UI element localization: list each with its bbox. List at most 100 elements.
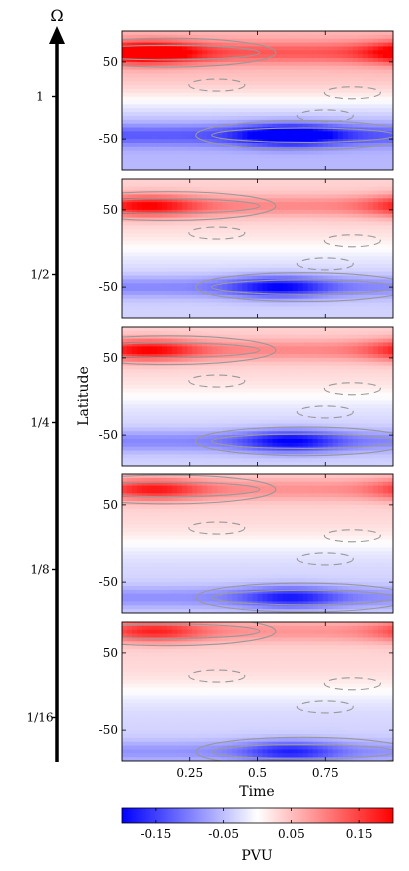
heatmap-cell	[192, 369, 198, 374]
heatmap-cell	[367, 162, 374, 167]
heatmap-cell	[182, 179, 188, 184]
heatmap-cell	[192, 225, 198, 230]
heatmap-cell	[177, 127, 183, 132]
heatmap-cell	[267, 263, 274, 269]
heatmap-cell	[162, 46, 168, 51]
heatmap-cell	[197, 202, 203, 207]
heatmap-cell	[317, 244, 324, 250]
heatmap-cell	[232, 388, 239, 394]
heatmap-cell	[147, 244, 153, 250]
heatmap-cell	[227, 260, 234, 265]
heatmap-cell	[212, 69, 218, 75]
heatmap-cell	[127, 435, 133, 440]
heatmap-cell	[317, 302, 324, 308]
heatmap-cell	[267, 213, 274, 219]
heatmap-cell	[342, 81, 349, 86]
heatmap-cell	[317, 267, 324, 273]
heatmap-cell	[372, 279, 379, 284]
heatmap-cell	[192, 244, 198, 250]
heatmap-cell	[187, 419, 193, 425]
heatmap-cell	[297, 221, 304, 226]
heatmap-cell	[247, 423, 254, 428]
heatmap-cell	[337, 213, 344, 219]
heatmap-cell	[382, 85, 389, 90]
heatmap-cell	[347, 256, 354, 261]
heatmap-cell	[377, 139, 384, 144]
heatmap-cell	[387, 96, 393, 102]
heatmap-cell	[172, 314, 178, 318]
heatmap-cell	[137, 275, 143, 280]
heatmap-cell	[162, 179, 168, 184]
heatmap-cell	[267, 256, 274, 261]
heatmap-cell	[332, 115, 339, 121]
heatmap-cell	[142, 88, 148, 94]
heatmap-cell	[287, 154, 294, 160]
heatmap-cell	[127, 31, 133, 36]
heatmap-cell	[232, 271, 239, 277]
heatmap-cell	[157, 306, 163, 311]
heatmap-cell	[172, 248, 178, 253]
heatmap-cell	[247, 267, 254, 273]
heatmap-cell	[177, 294, 183, 300]
heatmap-cell	[252, 415, 259, 421]
heatmap-cell	[167, 139, 173, 144]
heatmap-cell	[272, 302, 279, 308]
heatmap-cell	[272, 50, 279, 55]
heatmap-cell	[327, 46, 334, 51]
heatmap-cell	[207, 369, 213, 374]
heatmap-cell	[142, 252, 148, 257]
heatmap-cell	[207, 50, 213, 55]
heatmap-cell	[367, 96, 374, 102]
heatmap-cell	[122, 275, 128, 280]
heatmap-cell	[242, 221, 249, 226]
heatmap-cell	[167, 248, 173, 253]
heatmap-cell	[322, 127, 329, 132]
heatmap-cell	[122, 182, 128, 188]
heatmap-cell	[172, 334, 178, 340]
heatmap-cell	[257, 115, 264, 121]
heatmap-cell	[342, 306, 349, 311]
heatmap-cell	[237, 411, 244, 417]
heatmap-cell	[202, 400, 208, 405]
heatmap-cell	[142, 206, 148, 211]
heatmap-cell	[352, 162, 359, 167]
heatmap-cell	[192, 388, 198, 394]
heatmap-cell	[122, 108, 128, 113]
heatmap-cell	[127, 92, 133, 98]
heatmap-cell	[227, 244, 234, 250]
heatmap-cell	[377, 96, 384, 102]
heatmap-cell	[317, 275, 324, 280]
heatmap-cell	[212, 314, 218, 318]
heatmap-cell	[227, 104, 234, 109]
heatmap-cell	[272, 263, 279, 269]
heatmap-cell	[127, 46, 133, 51]
heatmap-cell	[332, 290, 339, 296]
heatmap-cell	[147, 450, 153, 456]
heatmap-cell	[312, 244, 319, 250]
heatmap-cell	[137, 369, 143, 374]
heatmap-cell	[177, 267, 183, 273]
heatmap-cell	[312, 139, 319, 144]
heatmap-cell	[357, 248, 364, 253]
heatmap-cell	[362, 108, 369, 113]
heatmap-cell	[172, 46, 178, 51]
heatmap-cell	[262, 42, 269, 48]
heatmap-cell	[237, 419, 244, 425]
heatmap-cell	[262, 96, 269, 102]
heatmap-cell	[122, 244, 128, 250]
heatmap-cell	[317, 206, 324, 211]
heatmap-cell	[387, 31, 393, 36]
heatmap-cell	[157, 244, 163, 250]
heatmap-cell	[132, 154, 138, 160]
heatmap-cell	[262, 411, 269, 417]
heatmap-cell	[237, 158, 244, 163]
heatmap-cell	[227, 206, 234, 211]
heatmap-cell	[367, 256, 374, 261]
heatmap-cell	[242, 142, 249, 148]
heatmap-cell	[302, 104, 309, 109]
heatmap-cell	[232, 260, 239, 265]
heatmap-cell	[242, 384, 249, 390]
heatmap-cell	[262, 252, 269, 257]
heatmap-cell	[367, 225, 374, 230]
